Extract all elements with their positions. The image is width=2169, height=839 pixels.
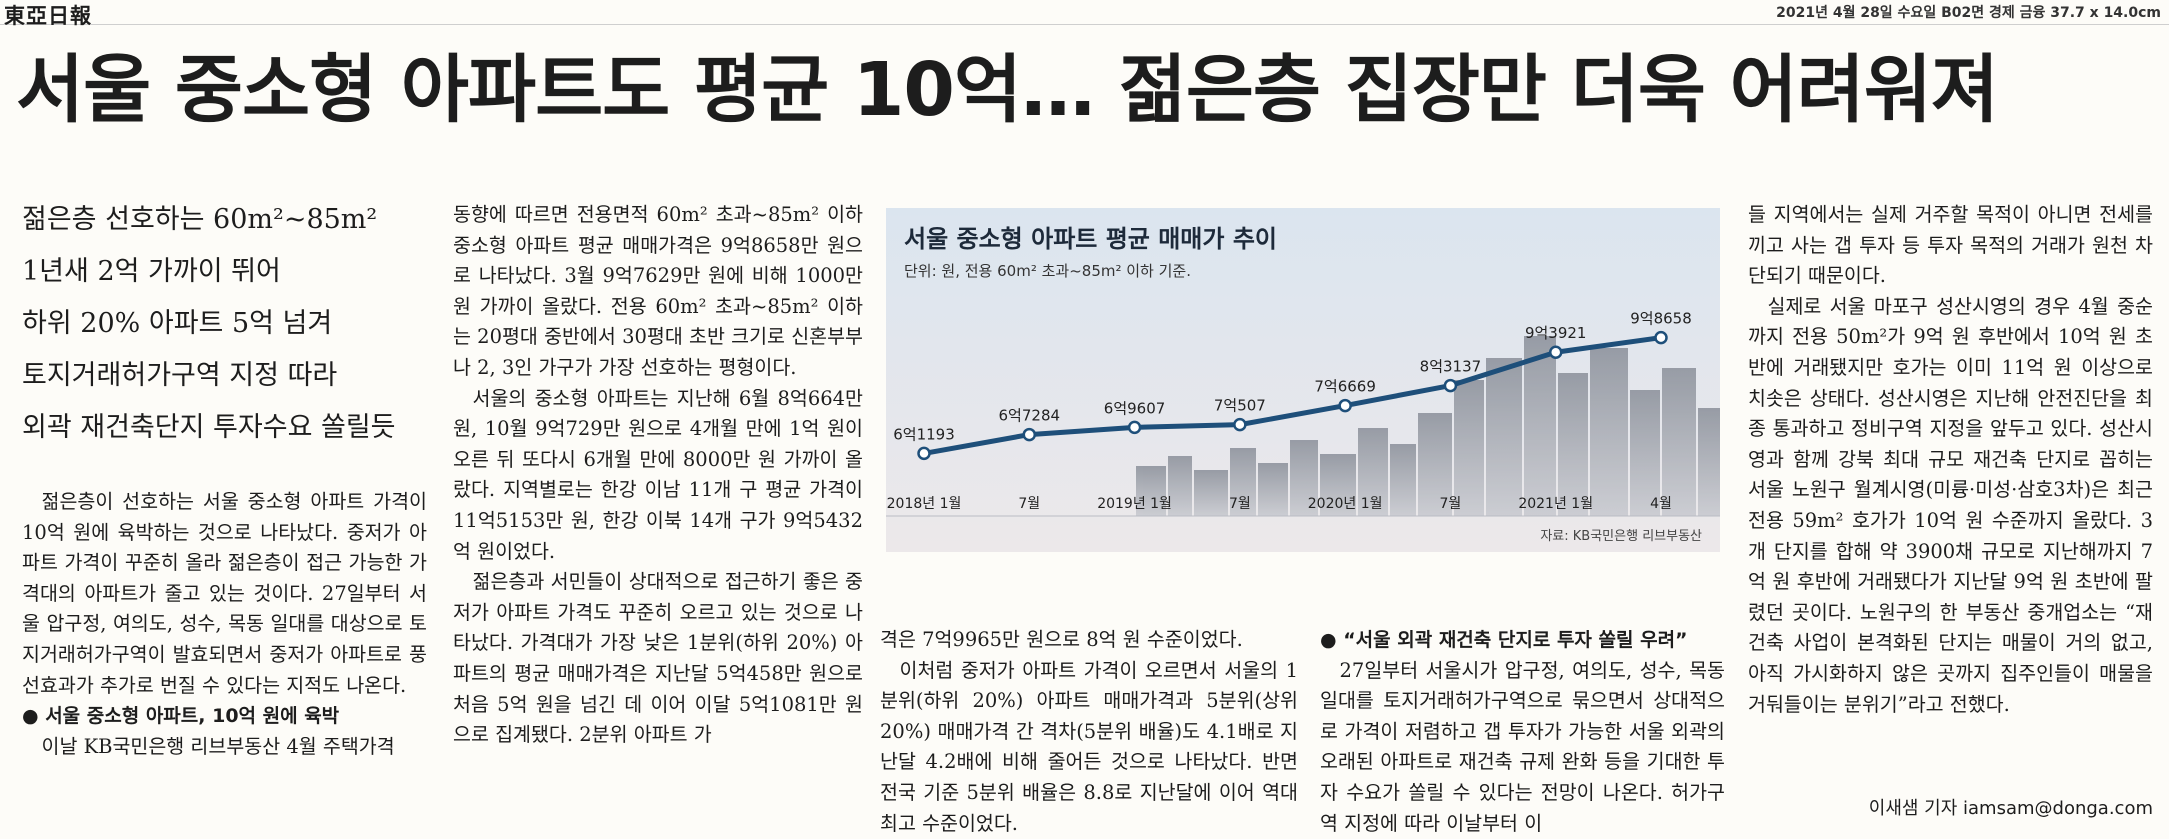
data-point <box>1338 398 1352 413</box>
subhead: 토지거래허가구역 지정 따라 <box>22 360 338 391</box>
subhead: 1년새 2억 가까이 뛰어 <box>22 256 281 287</box>
x-tick-label: 2021년 1월 <box>1518 496 1593 512</box>
paragraph: 27일부터 서울시가 압구정, 여의도, 성수, 목동 일대를 토지거래허가구역… <box>1320 658 1725 835</box>
x-tick-label: 7월 <box>1229 496 1251 512</box>
paragraph: 동향에 따르면 전용면적 60m² 초과~85m² 이하 중소형 아파트 평균 … <box>453 203 863 379</box>
article-column-1: 젊은층이 선호하는 서울 중소형 아파트 가격이 10억 원에 육박하는 것으로… <box>22 487 427 762</box>
chart-svg: 서울 중소형 아파트 평균 매매가 추이 단위: 원, 전용 60m² 초과~8… <box>886 208 1720 552</box>
data-label: 7억6669 <box>1314 378 1376 396</box>
data-point <box>1443 378 1458 393</box>
data-point <box>1654 330 1668 345</box>
subhead: 외곽 재건축단지 투자수요 쏠릴듯 <box>22 412 396 443</box>
chart-marks: 6억1193 2018년 1월 6억7284 7월 6억9607 2019년 1월 7억50… <box>887 310 1692 512</box>
byline: 이새샘 기자 iamsam@donga.com <box>1868 798 2153 819</box>
article-column-2: 동향에 따르면 전용면적 60m² 초과~85m² 이하 중소형 아파트 평균 … <box>453 200 863 751</box>
article-column-3: 격은 7억9965만 원으로 8억 원 수준이었다. 이처럼 중저가 아파트 가… <box>880 625 1298 839</box>
data-label: 6억1193 <box>893 425 955 443</box>
data-label: 6억9607 <box>1104 399 1166 417</box>
city-skyline-illustration <box>1136 336 1720 516</box>
chart-title: 서울 중소형 아파트 평균 매매가 추이 <box>904 225 1277 253</box>
series-line <box>923 335 1662 456</box>
headline: 서울 중소형 아파트도 평균 10억… 젊은층 집장만 더욱 어려워져 <box>16 47 1999 133</box>
data-label: 7억507 <box>1214 397 1266 415</box>
newspaper-logo: 東亞日報 <box>4 3 92 28</box>
subhead: 젊은층 선호하는 60m²~85m² <box>22 204 378 235</box>
paragraph: 실제로 서울 마포구 성산시영의 경우 4월 중순까지 전용 50m²가 9억 … <box>1748 294 2153 716</box>
paragraph: 서울의 중소형 아파트는 지난해 6월 8억664만 원, 10월 9억729만… <box>453 386 863 563</box>
chart-source: 자료: KB국민은행 리브부동산 <box>1540 528 1702 544</box>
article-column-5: 들 지역에서는 실제 거주할 목적이 아니면 전세를 끼고 사는 갭 투자 등 … <box>1748 200 2153 720</box>
paragraph: 이날 KB국민은행 리브부동산 4월 주택가격 <box>41 734 395 758</box>
paragraph: 젊은층과 서민들이 상대적으로 접근하기 좋은 중저가 아파트 가격도 꾸준히 … <box>453 570 863 747</box>
price-trend-chart: 서울 중소형 아파트 평균 매매가 추이 단위: 원, 전용 60m² 초과~8… <box>886 208 1720 552</box>
x-tick-label: 4월 <box>1650 496 1672 512</box>
data-point <box>1233 417 1247 432</box>
section-heading: ● 서울 중소형 아파트, 10억 원에 육박 <box>22 705 340 728</box>
masthead: 東亞日報 2021년 4월 28일 수요일 B02면 경제 금융 37.7 x … <box>0 0 2169 28</box>
section-heading: ● “서울 외곽 재건축 단지로 투자 쏠릴 우려” <box>1320 629 1688 651</box>
x-tick-label: 7월 <box>1018 496 1040 512</box>
data-label: 9억8658 <box>1630 310 1692 328</box>
subheads: 젊은층 선호하는 60m²~85m² 1년새 2억 가까이 뛰어 하위 20% … <box>22 194 427 454</box>
data-label: 8억3137 <box>1420 358 1482 376</box>
paragraph: 들 지역에서는 실제 거주할 목적이 아니면 전세를 끼고 사는 갭 투자 등 … <box>1748 203 2153 288</box>
data-point <box>917 446 931 461</box>
data-label: 9억3921 <box>1525 324 1587 342</box>
x-tick-label: 7월 <box>1440 496 1462 512</box>
data-label: 6억7284 <box>999 407 1061 425</box>
x-tick-label: 2018년 1월 <box>887 496 962 512</box>
x-tick-label: 2019년 1월 <box>1097 496 1172 512</box>
paragraph: 이처럼 중저가 아파트 가격이 오르면서 서울의 1분위(하위 20%) 아파트… <box>880 658 1298 835</box>
x-tick-label: 2020년 1월 <box>1308 496 1383 512</box>
dateline: 2021년 4월 28일 수요일 B02면 경제 금융 37.7 x 14.0c… <box>1776 5 2161 21</box>
paragraph: 젊은층이 선호하는 서울 중소형 아파트 가격이 10억 원에 육박하는 것으로… <box>22 490 427 697</box>
paragraph: 격은 7억9965만 원으로 8억 원 수준이었다. <box>880 628 1243 651</box>
chart-subtitle: 단위: 원, 전용 60m² 초과~85m² 이하 기준. <box>904 262 1191 280</box>
article-column-4: ● “서울 외곽 재건축 단지로 투자 쏠릴 우려” 27일부터 서울시가 압구… <box>1320 625 1725 839</box>
data-point <box>1022 427 1037 442</box>
data-point <box>1127 420 1142 435</box>
data-point <box>1548 345 1563 359</box>
subhead: 하위 20% 아파트 5억 넘겨 <box>22 308 333 339</box>
